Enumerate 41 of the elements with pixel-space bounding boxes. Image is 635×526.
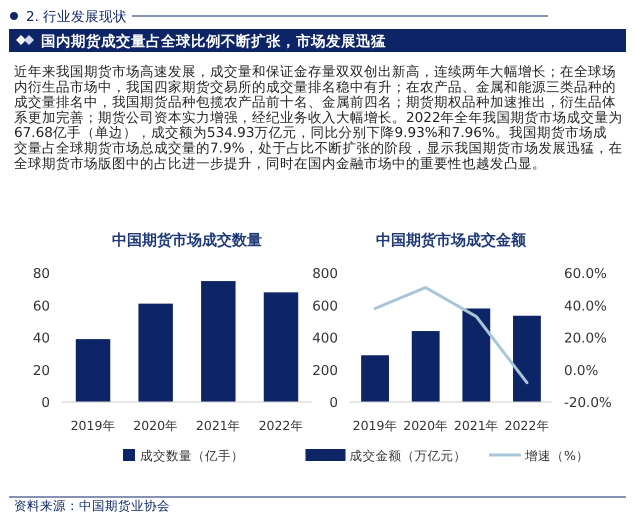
bar (412, 331, 440, 402)
y2-tick-label: 60.0% (564, 266, 608, 282)
bar (462, 308, 490, 402)
chart-title: 中国期货市场成交数量 (112, 231, 262, 249)
y2-tick-label: -20.0% (564, 395, 612, 411)
y-tick-label: 0 (329, 395, 338, 411)
x-tick-label: 2021年 (454, 418, 499, 433)
bar (361, 355, 389, 402)
y2-tick-label: 40.0% (564, 298, 608, 314)
bar (264, 292, 298, 402)
legend-label: 成交数量（亿手） (140, 448, 244, 463)
y-tick-label: 600 (312, 298, 338, 314)
x-tick-label: 2020年 (403, 418, 448, 433)
x-tick-label: 2019年 (70, 418, 116, 433)
bar (201, 281, 236, 402)
y-tick-label: 400 (312, 330, 338, 346)
x-tick-label: 2020年 (133, 418, 178, 433)
text: 国内期货成交量占全球比例不断扩张，市场发展迅猛 (41, 32, 386, 50)
y-tick-label: 40 (32, 330, 50, 346)
line-series (374, 286, 528, 384)
y-tick-label: 200 (312, 362, 338, 379)
y-tick-label: 80 (32, 266, 50, 282)
y2-tick-label: 0.0% (564, 362, 598, 379)
bar (76, 339, 110, 402)
bar (138, 304, 173, 402)
text: 近年来我国期货市场高速发展，成交量和保证金存量双双创出新高，连续两年大幅增长；在全球场内衍生品市场中，我国四家期货交易所的成交量排名稳中有升；在农产品、金属和能源三类品种的成交量排名中，我国期货品种包揽农产品前十名、金属前四名；期货期权品种加速推出，衍生品体系更加完善；期货公司资本实力增强，经纪业务收入大幅增长。2022年全年我国期货市场成交量为67.68亿手（单边），成交额为534.93万亿元，同比分别下降9.93%和7.96%。我国期货市场成交量占全球期货市场总成交量的7.9%，处于占比不断扩张的阶段，显示我国期货市场发展迅猛，在全球期货市场版图中的占比进一步提升，同时在国内金融市场中的重要性也越发凸显。 (14, 64, 623, 172)
bar (513, 316, 541, 402)
x-tick-label: 2022年 (258, 418, 304, 433)
chart-title: 中国期货市场成交金额 (376, 231, 527, 249)
y-tick-label: 0 (41, 395, 50, 411)
x-tick-label: 2019年 (352, 418, 398, 433)
y2-tick-label: 20.0% (564, 330, 608, 346)
legend-label: 增速（%） (524, 448, 589, 463)
x-tick-label: 2022年 (504, 418, 550, 433)
text: 2. 行业发展现状 (26, 9, 128, 25)
text: 资料来源：中国期货业协会 (14, 498, 170, 513)
y-tick-label: 20 (32, 362, 50, 379)
x-tick-label: 2021年 (196, 418, 241, 433)
y-tick-label: 60 (32, 298, 50, 314)
legend-label: 成交金额（万亿元） (350, 448, 466, 463)
y-tick-label: 800 (312, 266, 338, 282)
